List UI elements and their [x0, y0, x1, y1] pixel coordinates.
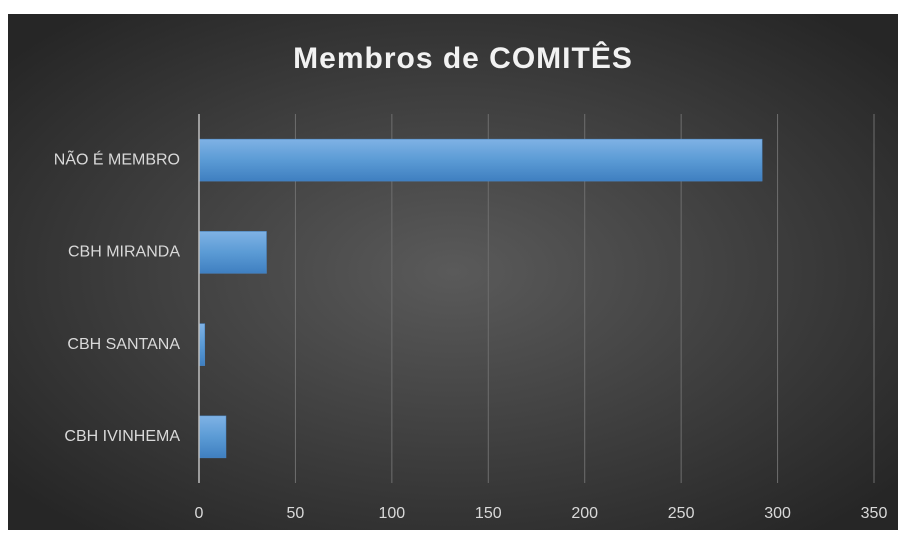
- bar: [198, 323, 206, 366]
- x-tick-label: 200: [571, 505, 598, 522]
- y-tick-label: NÃO É MEMBRO: [54, 148, 180, 168]
- chart-background: [8, 14, 898, 530]
- y-tick-label: CBH MIRANDA: [68, 244, 180, 261]
- y-tick-label: CBH SANTANA: [67, 336, 180, 353]
- x-tick-label: 100: [379, 505, 406, 522]
- x-tick-label: 150: [475, 505, 502, 522]
- x-tick-label: 0: [195, 505, 204, 522]
- x-tick-label: 350: [861, 505, 888, 522]
- x-tick-label: 50: [287, 505, 305, 522]
- bar: [198, 231, 267, 274]
- chart-title: Membros de COMITÊS: [293, 41, 633, 75]
- y-tick-label: CBH IVINHEMA: [64, 428, 180, 445]
- x-tick-label: 300: [764, 505, 791, 522]
- bar: [198, 415, 227, 459]
- bar: [198, 138, 763, 182]
- x-tick-label: 250: [668, 505, 695, 522]
